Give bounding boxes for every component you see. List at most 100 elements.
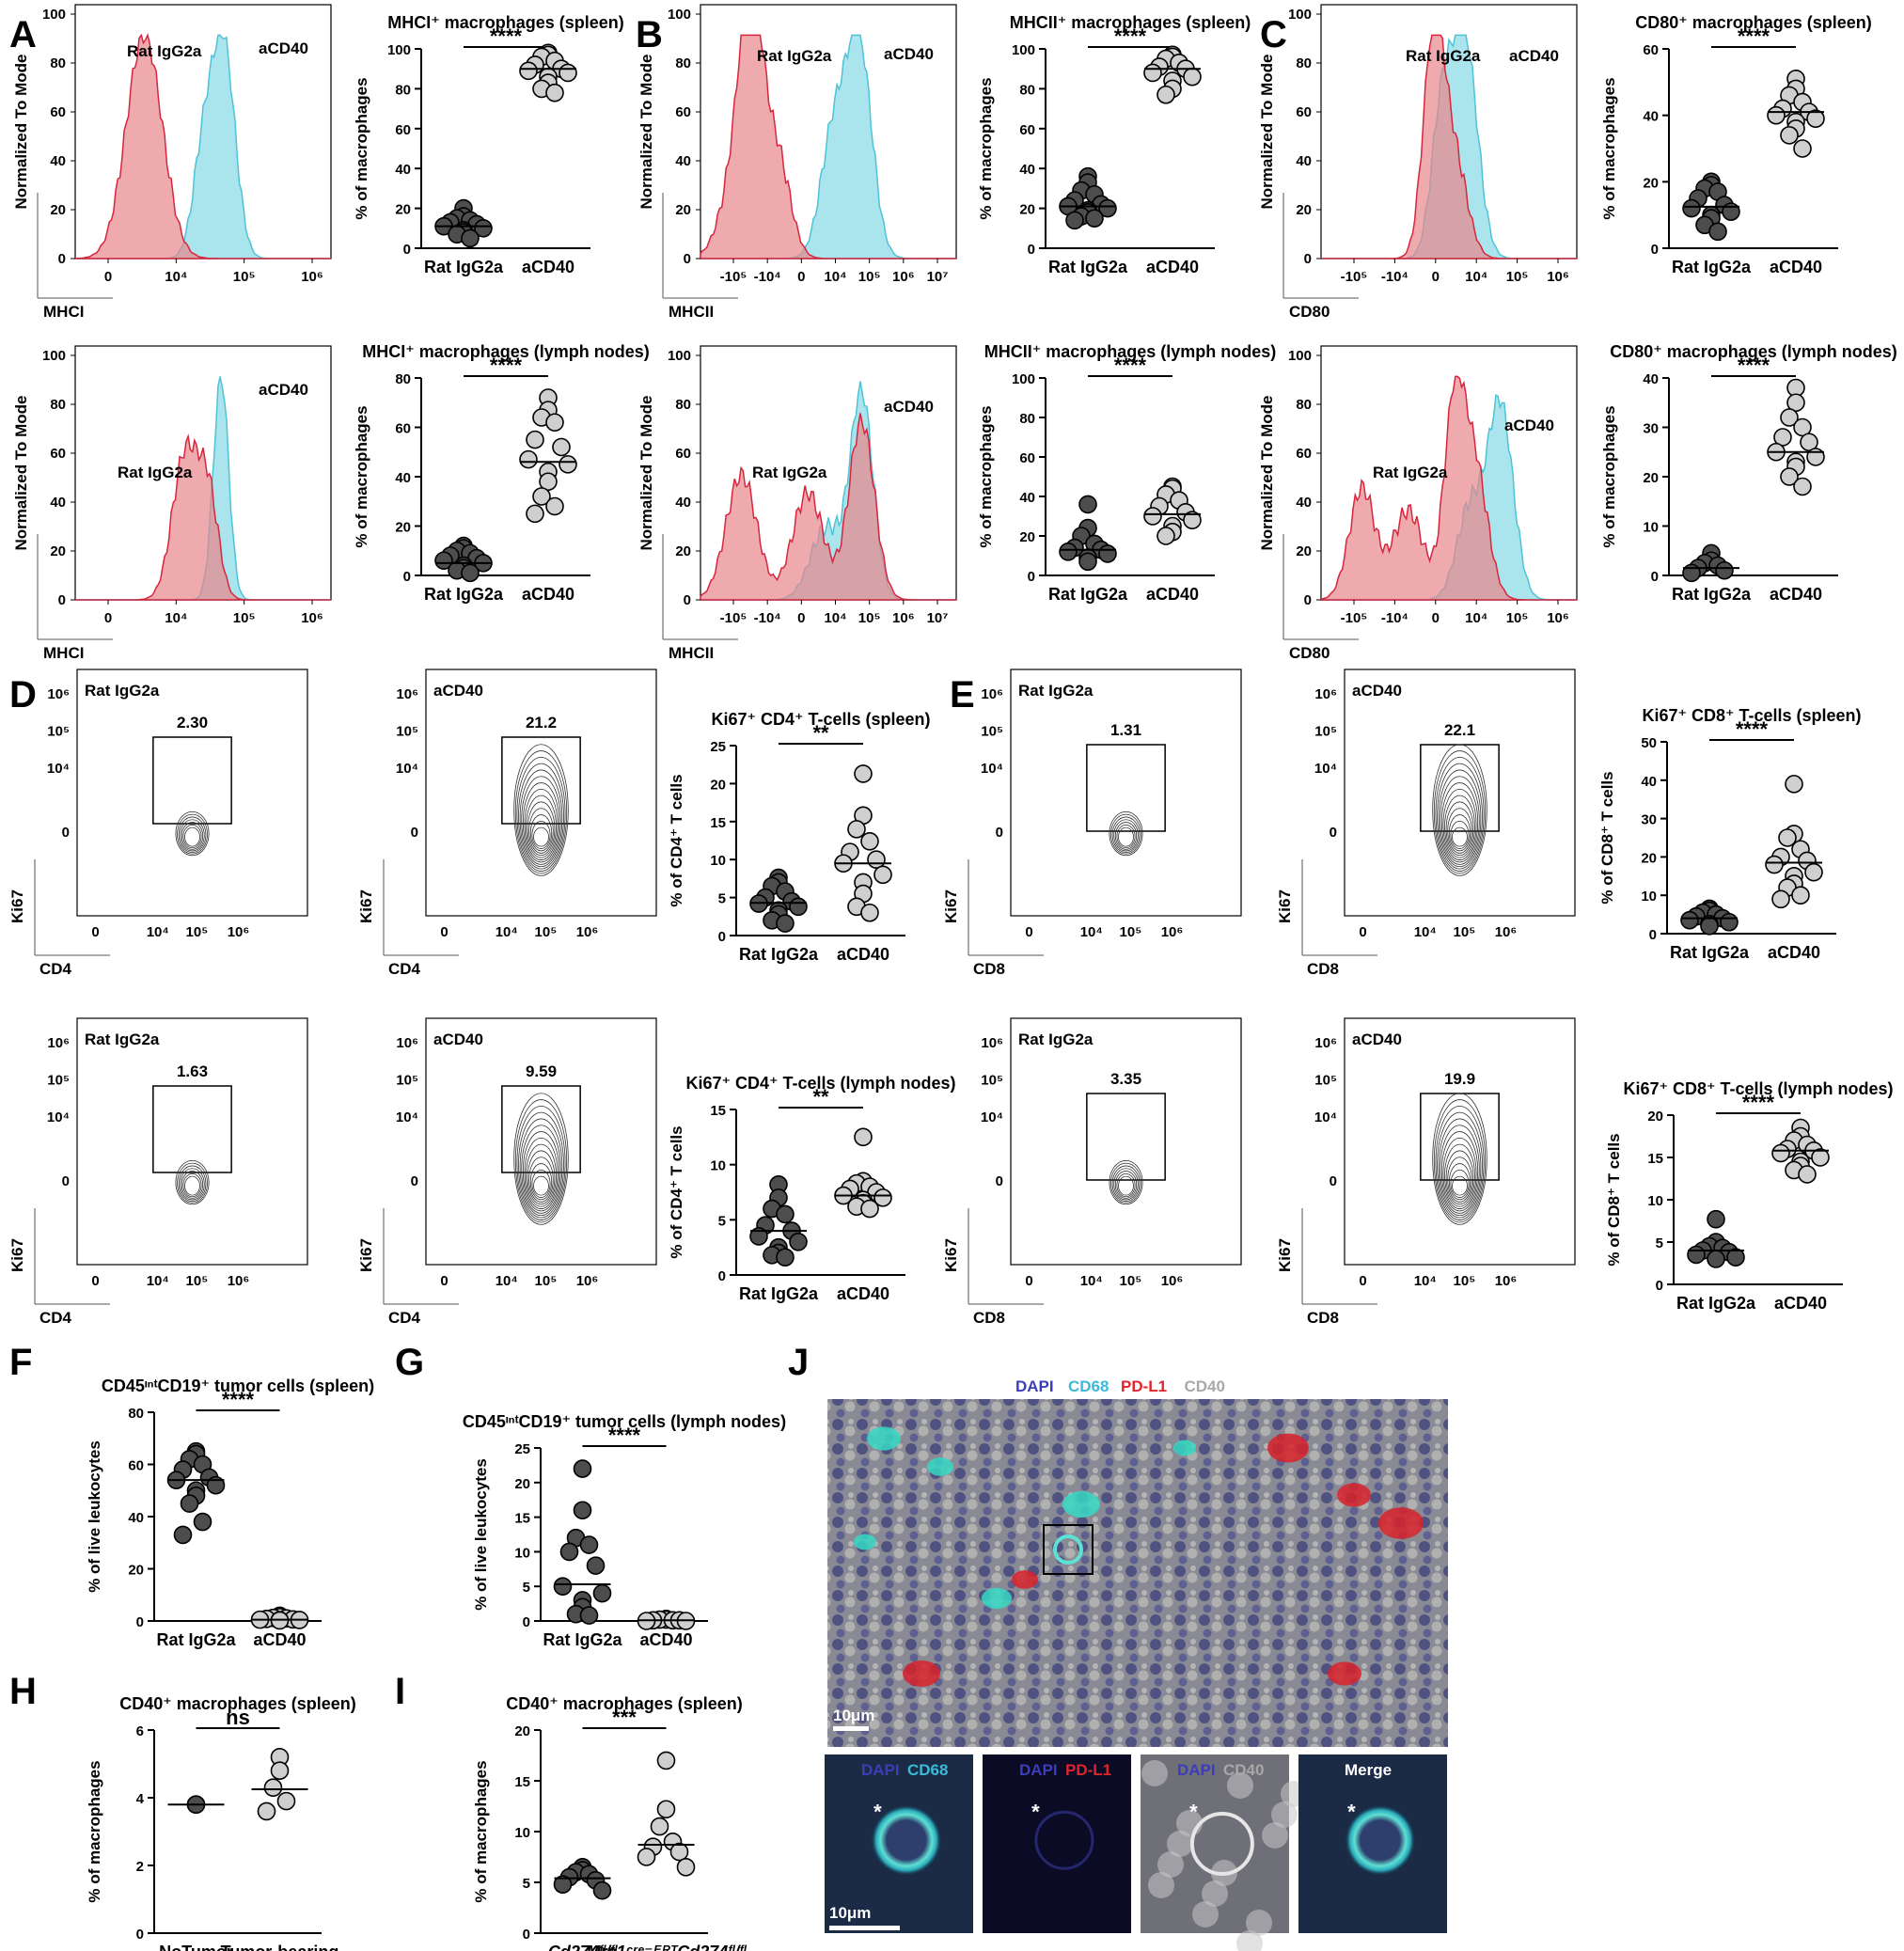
- data-point: [1767, 105, 1786, 125]
- x-tick-label: 10⁶: [1495, 924, 1518, 940]
- x-axis-label: MHCI: [43, 303, 84, 321]
- data-point: [776, 1204, 795, 1224]
- group-label: Rat IgG2a: [85, 682, 160, 700]
- gate-percentage: 21.2: [526, 714, 557, 732]
- inset-label: DAPI: [1177, 1761, 1216, 1779]
- inset-texture: [1271, 1802, 1298, 1828]
- y-axis-label: Ki67: [357, 1238, 375, 1272]
- y-tick-label: 40: [395, 162, 411, 178]
- contour-line: [1116, 824, 1136, 849]
- data-point: [263, 1778, 283, 1797]
- legend-rat-igg2a: Rat IgG2a: [118, 464, 193, 481]
- chart-title: CD80⁺ macrophages (lymph nodes): [1610, 342, 1897, 361]
- y-axis-label: % of macrophages: [353, 77, 370, 219]
- data-point: [873, 1188, 892, 1207]
- channel-legend: PD-L1: [1121, 1377, 1167, 1395]
- y-tick-label: 0: [1304, 251, 1312, 267]
- y-tick-label: 0: [1651, 569, 1659, 585]
- contour-line: [1452, 826, 1468, 847]
- contour-line: [1437, 1111, 1483, 1219]
- category-label: aCD40: [1146, 585, 1199, 604]
- x-axis-label: MHCII: [669, 303, 714, 321]
- legend-acd40: aCD40: [884, 45, 934, 63]
- y-tick-label: 25: [514, 1441, 530, 1457]
- y-tick-label: 80: [1296, 397, 1312, 413]
- x-tick-label: 0: [104, 269, 112, 285]
- category-label: aCD40: [1770, 585, 1822, 604]
- chart-title: MHCI⁺ macrophages (lymph nodes): [362, 342, 650, 361]
- contour-line: [182, 824, 202, 849]
- y-tick-label: 80: [50, 55, 66, 71]
- contour-line: [181, 822, 204, 850]
- y-tick-label: 40: [675, 153, 691, 169]
- x-axis-label: CD4: [39, 960, 72, 978]
- legend-acd40: aCD40: [259, 381, 308, 399]
- y-tick-label: 20: [395, 202, 411, 218]
- data-point: [1065, 211, 1084, 230]
- x-tick-label: 0: [797, 269, 805, 285]
- data-point: [1780, 126, 1799, 145]
- contour-e5: aCD40 19.9 0 10⁴ 10⁵ 10⁶ 0 10⁴ 10⁵ 10⁶ Ki67 CD8: [1276, 1017, 1576, 1327]
- data-point: [1806, 109, 1825, 128]
- group-label: aCD40: [1352, 1031, 1402, 1048]
- y-axis-label: Ki67: [942, 1238, 960, 1272]
- y-tick-label: 20: [1643, 175, 1659, 191]
- y-tick-label: 15: [710, 815, 726, 831]
- contour-line: [1445, 801, 1474, 857]
- dotplot-a4: 0 20 40 60 80 % of macrophages MHCI⁺ macrophag…: [353, 342, 650, 604]
- x-tick-label: 10⁴: [165, 269, 187, 285]
- y-tick-label: 0: [1651, 242, 1659, 258]
- inset-ring: [870, 1804, 942, 1877]
- chart-title: MHCII⁺ macrophages (lymph nodes): [984, 342, 1277, 361]
- inset-scale-bar: [829, 1926, 900, 1930]
- y-tick-label: 0: [58, 592, 66, 608]
- y-axis-label: % of macrophages: [353, 405, 370, 547]
- y-axis-label: Ki67: [8, 1238, 26, 1272]
- y-tick-label: 10⁶: [47, 686, 70, 702]
- histogram-a3: Rat IgG2a aCD40 0 20 40 60 80 100 0 10⁴ 10⁵ 10⁶ Norm…: [12, 345, 332, 662]
- histogram-c3: Rat IgG2a aCD40 0 20 40 60 80 100 -10⁵ -10⁴ 0 10⁴ 10…: [1258, 345, 1578, 662]
- gate-percentage: 1.31: [1110, 721, 1141, 739]
- x-tick-label: 10⁵: [535, 1273, 558, 1289]
- category-label: aCD40: [1146, 258, 1199, 276]
- contour-line: [531, 1169, 551, 1198]
- y-tick-label: 10: [710, 1158, 726, 1174]
- x-axis-label: CD4: [388, 960, 421, 978]
- data-point: [669, 1842, 689, 1862]
- data-point: [789, 1233, 808, 1251]
- data-point: [1793, 139, 1812, 158]
- data-point: [276, 1791, 296, 1811]
- x-tick-label: 10⁴: [824, 610, 846, 626]
- contour-line: [519, 769, 563, 868]
- legend-rat-igg2a: Rat IgG2a: [752, 464, 827, 481]
- data-point: [461, 563, 480, 583]
- gate-box: [1086, 744, 1166, 832]
- panel-label-j: J: [788, 1342, 809, 1383]
- inset-frame: [983, 1754, 1131, 1933]
- x-tick-label: 10⁵: [858, 610, 881, 626]
- y-axis-label: Ki67: [942, 889, 960, 923]
- contour-line: [1432, 1093, 1487, 1225]
- contour-line: [175, 810, 210, 857]
- group-label: aCD40: [1352, 682, 1402, 700]
- x-tick-label: 10⁶: [576, 1273, 599, 1289]
- contour-frame: [1344, 1017, 1576, 1266]
- contour-line: [184, 1175, 200, 1196]
- contour-line: [181, 1171, 204, 1199]
- y-tick-label: 20: [1647, 1109, 1663, 1125]
- category-label: Tumor-bearing: [221, 1943, 339, 1951]
- legend-rat-igg2a: Rat IgG2a: [1373, 464, 1448, 481]
- category-label: Rat IgG2a: [1670, 943, 1750, 962]
- contour-line: [513, 744, 569, 876]
- x-tick-label: -10⁵: [720, 610, 747, 626]
- y-tick-label: 15: [514, 1511, 530, 1527]
- y-tick-label: 20: [514, 1723, 530, 1739]
- y-tick-label: 0: [58, 251, 66, 267]
- contour-line: [1116, 1172, 1136, 1198]
- y-tick-label: 10⁵: [981, 724, 1003, 740]
- data-point: [1143, 507, 1162, 526]
- y-axis-label: % of macrophages: [472, 1760, 490, 1902]
- y-tick-label: 0: [718, 929, 726, 945]
- y-tick-label: 100: [1012, 42, 1035, 58]
- significance-label: ****: [1736, 717, 1769, 741]
